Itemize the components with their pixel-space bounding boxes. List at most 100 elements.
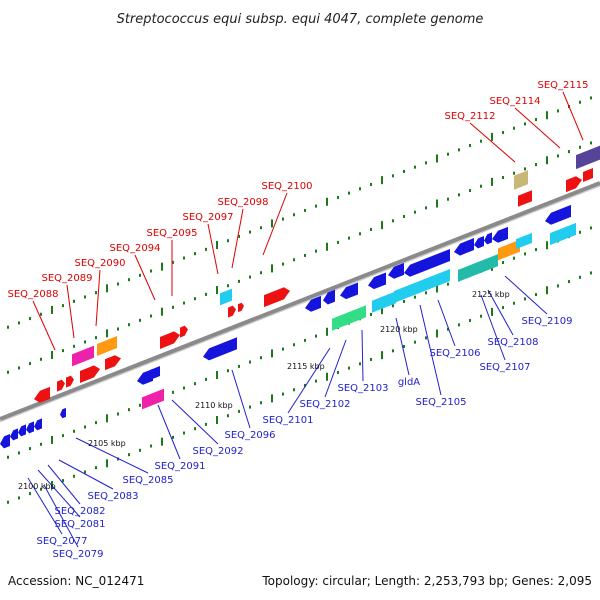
tick-mark [249, 275, 251, 279]
tick-mark [425, 161, 427, 165]
tick-mark [590, 226, 592, 230]
tick-mark [392, 349, 394, 353]
tick-mark [513, 301, 515, 305]
tick-mark [546, 111, 548, 120]
gene-label: SEQ_2106 [430, 348, 481, 359]
gene-seq-2101b [323, 289, 335, 305]
tick-mark [381, 176, 383, 185]
tick-mark [535, 163, 537, 167]
tick-mark [260, 401, 262, 405]
gene-seq-2095 [180, 325, 188, 338]
gene-seq-2090c [105, 355, 121, 371]
tick-mark [491, 132, 493, 141]
leader-line [66, 284, 75, 339]
tick-mark [106, 284, 108, 293]
gene-label: SEQ_2112 [445, 111, 496, 122]
tick-mark [304, 208, 306, 212]
kbp-label: 2120 kbp [380, 325, 418, 334]
gene-label: SEQ_2079 [53, 549, 104, 560]
tick-mark [513, 171, 515, 175]
tick-mark [271, 394, 273, 403]
tick-mark [7, 325, 9, 329]
tick-mark [579, 275, 581, 279]
gene-seq-2091 [137, 368, 153, 385]
gene-label: SEQ_2082 [55, 506, 106, 517]
tick-mark [392, 174, 394, 178]
leader-line [395, 317, 410, 376]
leader-line [437, 299, 456, 347]
tick-mark [458, 193, 460, 197]
gene-seq-2106b [474, 236, 484, 249]
tick-mark [128, 278, 130, 282]
kbp-label: 2110 kbp [195, 401, 233, 410]
tick-mark [370, 357, 372, 361]
tick-mark [436, 199, 438, 208]
kbp-label: 2125 kbp [472, 290, 510, 299]
tick-mark [106, 459, 108, 468]
leader-line [562, 91, 584, 141]
tick-mark [282, 347, 284, 351]
leader-line [480, 294, 506, 361]
tick-mark [436, 154, 438, 163]
tick-mark [535, 248, 537, 252]
gene-seq-2112b [518, 190, 532, 207]
tick-mark [238, 409, 240, 413]
tick-mark [381, 221, 383, 230]
tick-mark [447, 152, 449, 156]
tick-mark [128, 453, 130, 457]
tick-mark [590, 141, 592, 145]
tick-mark [29, 362, 31, 366]
gene-seq-2103b [372, 291, 396, 313]
tick-mark [480, 314, 482, 318]
tick-mark [18, 321, 20, 325]
tick-mark [172, 305, 174, 309]
leader-line [43, 484, 79, 548]
tick-mark [128, 323, 130, 327]
tick-mark [183, 431, 185, 435]
gene-seq-2083b [34, 418, 42, 431]
tick-mark [403, 299, 405, 303]
tick-mark [403, 169, 405, 173]
leader-line [32, 300, 56, 351]
tick-mark [183, 301, 185, 305]
tick-mark [359, 362, 361, 366]
tick-mark [73, 474, 75, 478]
gene-label: SEQ_2094 [110, 243, 161, 254]
tick-mark [568, 280, 570, 284]
gene-seq-2102 [340, 282, 358, 300]
gene-label: SEQ_2114 [490, 96, 541, 107]
tick-mark [194, 382, 196, 386]
tick-mark [502, 261, 504, 265]
tick-mark [447, 197, 449, 201]
tick-mark [535, 118, 537, 122]
leader-line [157, 404, 181, 460]
leader-line [231, 369, 251, 429]
leader-line [514, 107, 561, 149]
leader-line [361, 329, 364, 382]
tick-mark [40, 487, 42, 491]
tick-mark [7, 455, 9, 459]
tick-mark [469, 144, 471, 148]
gene-label: SEQ_2108 [488, 337, 539, 348]
tick-mark [216, 241, 218, 250]
tick-mark [62, 434, 64, 438]
gene-seq-2108 [498, 239, 520, 261]
gene-seq-2114 [566, 176, 582, 193]
gene-seq-2105b [394, 268, 450, 304]
tick-mark [403, 214, 405, 218]
gene-label: SEQ_2077 [37, 536, 88, 547]
gene-label: SEQ_2090 [75, 258, 126, 269]
gene-label: SEQ_2115 [538, 80, 589, 91]
leader-line [171, 399, 219, 445]
gene-seq-2097b [228, 305, 236, 318]
gene-seq-2082 [18, 424, 26, 437]
tick-mark [139, 273, 141, 277]
tick-mark [183, 256, 185, 260]
tick-mark [502, 176, 504, 180]
gene-seq-2109 [545, 204, 571, 225]
tick-mark [348, 236, 350, 240]
tick-mark [29, 492, 31, 496]
genome-backbone [0, 181, 600, 423]
tick-mark [590, 96, 592, 100]
